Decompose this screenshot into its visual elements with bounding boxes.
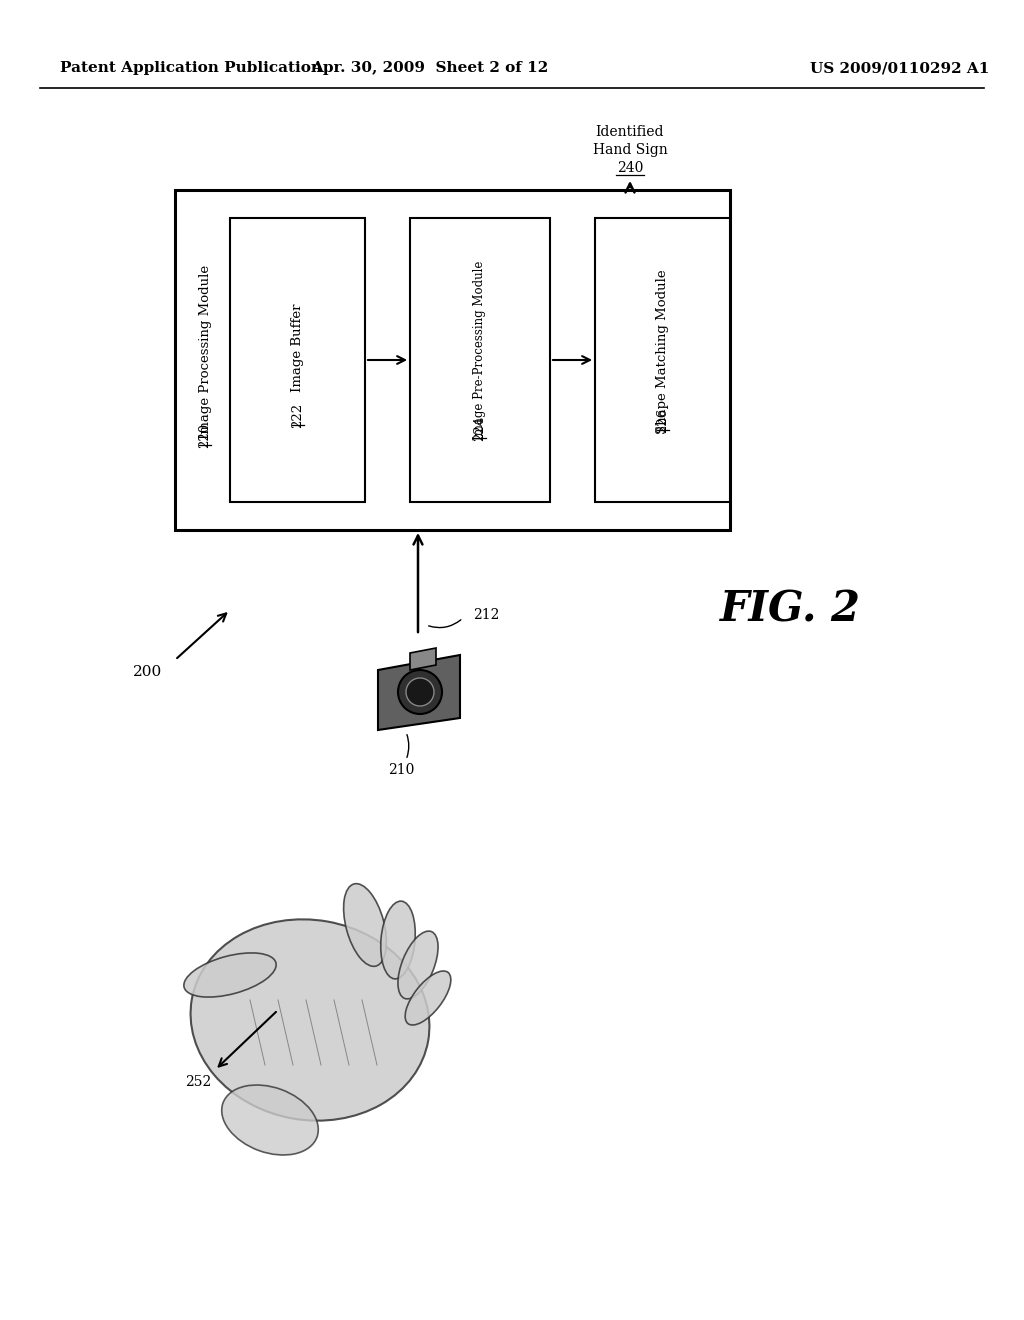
Polygon shape	[410, 648, 436, 671]
Text: Apr. 30, 2009  Sheet 2 of 12: Apr. 30, 2009 Sheet 2 of 12	[311, 61, 549, 75]
Text: 212: 212	[473, 609, 500, 622]
Ellipse shape	[190, 919, 429, 1121]
Circle shape	[406, 678, 434, 706]
Text: US 2009/0110292 A1: US 2009/0110292 A1	[810, 61, 989, 75]
Text: 200: 200	[133, 665, 163, 678]
Text: 226: 226	[656, 408, 669, 433]
Text: 240: 240	[616, 161, 643, 176]
Text: 252: 252	[185, 1074, 211, 1089]
Text: 222: 222	[291, 403, 304, 428]
Ellipse shape	[381, 902, 416, 979]
Bar	[175, 190, 730, 531]
Text: Hand Sign: Hand Sign	[593, 143, 668, 157]
Circle shape	[398, 671, 442, 714]
Bar	[230, 218, 365, 502]
Text: FIG. 2: FIG. 2	[720, 589, 860, 631]
Text: Patent Application Publication: Patent Application Publication	[60, 61, 322, 75]
Text: Shape Matching Module: Shape Matching Module	[656, 269, 669, 434]
Text: 224: 224	[473, 416, 486, 441]
Text: Image Buffer: Image Buffer	[291, 304, 304, 392]
Text: 220: 220	[199, 422, 212, 447]
Bar	[410, 218, 550, 502]
Polygon shape	[378, 655, 460, 730]
Text: Image Pre-Processing Module: Image Pre-Processing Module	[473, 260, 486, 440]
Ellipse shape	[406, 972, 451, 1026]
Ellipse shape	[184, 953, 276, 997]
Ellipse shape	[344, 883, 386, 966]
Ellipse shape	[222, 1085, 318, 1155]
Text: Identified: Identified	[596, 125, 665, 139]
Text: 210: 210	[388, 763, 415, 777]
Ellipse shape	[398, 931, 438, 999]
Text: Image Processing Module: Image Processing Module	[199, 265, 212, 440]
Bar	[595, 218, 730, 502]
